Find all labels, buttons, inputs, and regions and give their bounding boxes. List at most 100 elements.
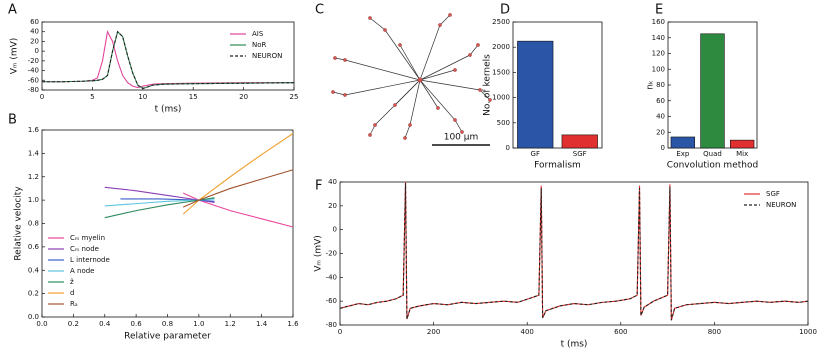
- y-tick-label: 20: [328, 202, 337, 210]
- legend-label: d: [70, 289, 74, 297]
- y-tick-label: -40: [28, 67, 39, 75]
- bar: [729, 139, 755, 149]
- y-tick-label: 2500: [492, 18, 510, 26]
- legend-label: AIS: [252, 30, 264, 38]
- x-tick-label: 0: [338, 328, 342, 336]
- y-tick-label: -80: [28, 86, 39, 94]
- series-line: [120, 198, 215, 202]
- y-tick-label: 140: [652, 34, 665, 42]
- legend-label: A node: [70, 267, 94, 275]
- y-tick-label: 0: [333, 226, 337, 234]
- x-tick-label: Quad: [703, 150, 722, 158]
- y-tick-label: -20: [326, 250, 337, 258]
- y-tick-label: 20: [656, 128, 665, 136]
- series-line: [182, 169, 294, 208]
- y-tick-label: 0: [661, 144, 665, 152]
- x-tick-label: 0.6: [131, 320, 143, 328]
- legend-label: L internode: [70, 256, 110, 264]
- x-axis-label: Relative parameter: [124, 332, 211, 342]
- x-tick-label: 1000: [799, 328, 817, 336]
- axes-frame: [512, 21, 603, 149]
- series-line: [339, 181, 809, 321]
- y-tick-label: 0.2: [28, 290, 39, 298]
- panel-letter: F: [315, 179, 322, 194]
- y-tick-label: 0.4: [28, 266, 40, 274]
- y-tick-label: 60: [656, 97, 665, 105]
- y-tick-label: 60: [30, 18, 39, 26]
- y-tick-label: -20: [28, 57, 39, 65]
- series-line: [182, 133, 294, 215]
- y-tick-label: 120: [652, 50, 665, 58]
- panel-letter: D: [500, 3, 510, 18]
- x-tick-label: 400: [521, 328, 534, 336]
- x-tick-label: 10: [138, 93, 147, 101]
- y-tick-label: 0.6: [28, 243, 40, 251]
- legend-label: Cₘ myelin: [70, 234, 105, 242]
- legend-label: NoR: [252, 41, 267, 49]
- panel-letter: A: [8, 3, 17, 18]
- y-tick-label: 1.2: [28, 173, 39, 181]
- series-line: [182, 192, 294, 228]
- y-tick-label: 40: [30, 28, 39, 36]
- y-tick-label: -40: [326, 273, 337, 281]
- series-line: [339, 183, 809, 321]
- legend-label: Rₐ: [70, 300, 78, 308]
- y-tick-label: -60: [28, 76, 39, 84]
- x-tick-label: 25: [290, 93, 299, 101]
- y-tick-label: 80: [656, 81, 665, 89]
- y-tick-label: 0.0: [28, 313, 39, 321]
- legend-label: Cₘ node: [70, 245, 99, 253]
- legend-label: NEURON: [766, 201, 796, 209]
- y-tick-label: 160: [652, 18, 665, 26]
- x-tick-label: 0: [40, 93, 44, 101]
- x-tick-label: 0.8: [162, 320, 173, 328]
- morphology: [331, 13, 492, 146]
- scale-bar-label: 100 μm: [444, 133, 479, 143]
- x-axis-label: t (ms): [561, 340, 588, 350]
- y-tick-label: 1.0: [28, 196, 39, 204]
- x-tick-label: 1.4: [256, 320, 268, 328]
- x-tick-label: 600: [614, 328, 627, 336]
- x-tick-label: 0.4: [99, 320, 111, 328]
- y-tick-label: 2000: [492, 43, 510, 51]
- x-tick-label: 1.0: [193, 320, 204, 328]
- x-axis-label: t (ms): [155, 105, 182, 115]
- bar: [517, 40, 554, 149]
- y-tick-label: 0: [35, 47, 39, 55]
- legend-label: NEURON: [252, 52, 282, 60]
- y-tick-label: 0.8: [28, 220, 39, 228]
- x-tick-label: Mix: [736, 150, 748, 158]
- y-tick-label: -60: [326, 297, 337, 305]
- x-tick-label: 20: [239, 93, 248, 101]
- y-tick-label: 20: [30, 37, 39, 45]
- axes-frame: [41, 129, 294, 318]
- x-tick-label: 15: [189, 93, 198, 101]
- y-tick-label: 1.6: [28, 126, 40, 134]
- bar: [670, 136, 696, 149]
- x-axis-label: Formalism: [534, 161, 581, 171]
- y-tick-label: 500: [497, 119, 510, 127]
- x-tick-label: 200: [427, 328, 440, 336]
- panel-letter: E: [655, 3, 663, 18]
- x-tick-label: 5: [90, 93, 94, 101]
- y-axis-label: Vₘ (mV): [314, 235, 324, 272]
- x-tick-label: Exp: [676, 150, 690, 158]
- y-tick-label: 100: [652, 65, 665, 73]
- y-tick-label: 0: [506, 144, 510, 152]
- y-tick-label: 1000: [492, 94, 510, 102]
- panel-letter: C: [315, 3, 324, 18]
- x-tick-label: 0.2: [68, 320, 79, 328]
- x-tick-label: SGF: [573, 150, 587, 158]
- x-tick-label: GF: [531, 150, 540, 158]
- bar: [561, 134, 598, 149]
- y-axis-label: nₖ: [646, 80, 656, 90]
- y-axis-label: No. of kernels: [483, 54, 493, 116]
- legend-label: SGF: [766, 190, 780, 198]
- legend-label: z̃: [70, 278, 74, 286]
- y-axis-label: Relative velocity: [14, 186, 24, 261]
- x-axis-label: Convolution method: [667, 161, 758, 171]
- x-tick-label: 1.2: [225, 320, 236, 328]
- bar: [700, 33, 725, 149]
